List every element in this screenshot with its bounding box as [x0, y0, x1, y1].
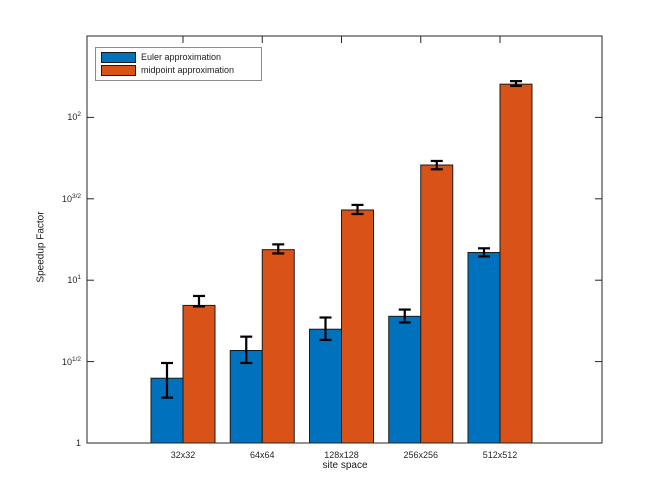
bar-midpoint-128x128: [341, 209, 374, 444]
bar-euler-64x64: [229, 349, 263, 444]
x-tick-label: 32x32: [170, 450, 196, 460]
bar-midpoint-64x64: [261, 249, 295, 444]
x-tick-label: 64x64: [249, 450, 275, 460]
y-tick-label: 103/2: [61, 192, 81, 204]
y-tick-label: 102: [67, 111, 81, 123]
euler-series-swatch: [101, 52, 136, 63]
legend-label-midpoint: midpoint approximation: [141, 65, 235, 75]
y-tick-label: 101/2: [61, 355, 81, 367]
legend-label-euler: Euler approximation: [141, 52, 222, 62]
bar-euler-128x128: [309, 328, 342, 444]
x-axis-label: site space: [322, 460, 368, 471]
x-tick-label: 256x256: [403, 450, 439, 460]
bar-midpoint-32x32: [182, 304, 216, 444]
legend-item-euler: Euler approximation: [101, 51, 261, 64]
midpoint-series-swatch: [101, 65, 136, 76]
legend: Euler approximation midpoint approximati…: [95, 47, 262, 81]
y-tick-label: 1: [75, 438, 81, 448]
bar-euler-512x512: [467, 251, 501, 444]
bar-midpoint-512x512: [499, 83, 533, 444]
axes-box: [86, 35, 603, 444]
legend-item-midpoint: midpoint approximation: [101, 64, 261, 77]
x-tick-label: 512x512: [482, 450, 518, 460]
bar-midpoint-256x256: [420, 164, 454, 444]
x-tick-label: 128x128: [324, 450, 359, 460]
y-axis-label: Speedup Factor: [35, 211, 47, 283]
y-tick-label: 101: [67, 274, 81, 286]
bar-euler-256x256: [388, 315, 422, 444]
